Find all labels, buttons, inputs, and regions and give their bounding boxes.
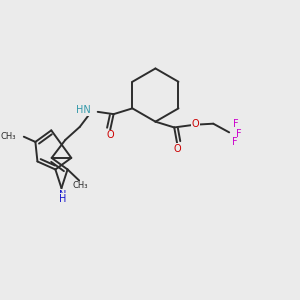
Text: CH₃: CH₃ [73,181,88,190]
Text: O: O [191,119,199,129]
Text: O: O [173,144,181,154]
Text: O: O [106,130,114,140]
Text: F: F [232,137,238,148]
Text: CH₃: CH₃ [0,132,16,141]
Text: F: F [233,119,238,129]
Text: N: N [59,190,67,200]
Text: F: F [236,129,242,139]
Text: H: H [59,194,67,204]
Text: HN: HN [76,105,91,116]
